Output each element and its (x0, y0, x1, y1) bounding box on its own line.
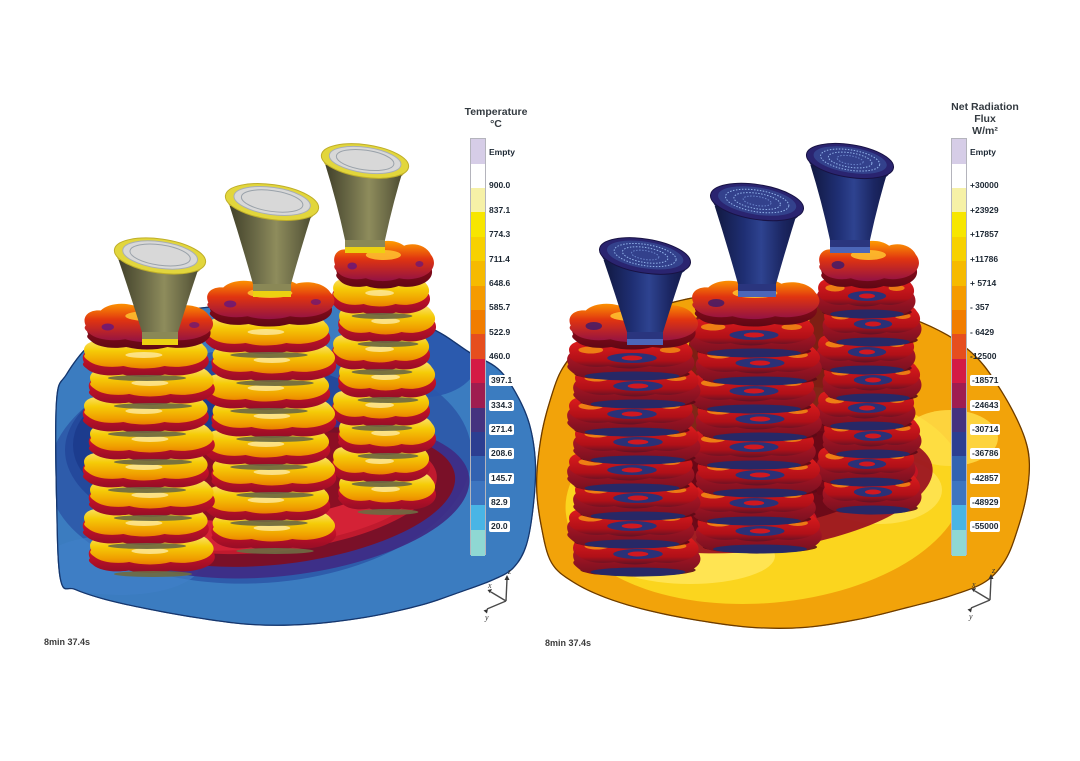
svg-text:y: y (968, 612, 973, 621)
svg-text:x: x (487, 581, 492, 590)
svg-text:z: z (507, 567, 512, 576)
svg-text:y: y (484, 613, 489, 622)
svg-text:x: x (971, 580, 976, 589)
svg-text:z: z (991, 566, 996, 575)
